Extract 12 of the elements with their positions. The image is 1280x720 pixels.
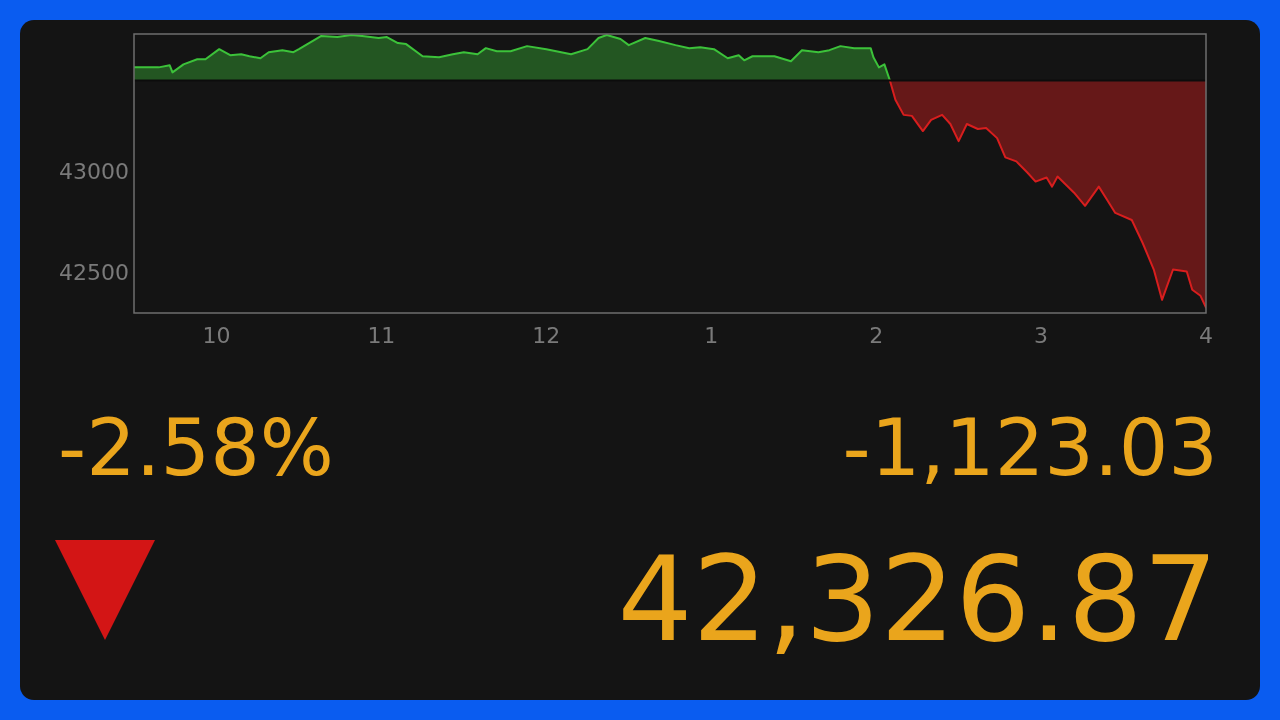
y-tick-label: 42500 [59,260,129,286]
y-tick-label: 43000 [59,159,129,185]
x-tick-label: 10 [202,323,231,348]
text: -1,123.03 [842,403,1218,493]
text: -2.58% [58,403,334,493]
x-tick-label: 11 [367,323,396,348]
x-tick-label: 3 [1034,323,1049,348]
x-tick-label: 4 [1199,323,1213,348]
x-tick-label: 12 [532,323,561,348]
text: 42,326.87 [617,530,1218,668]
x-tick-label: 1 [704,323,719,348]
x-tick-label: 2 [869,323,884,348]
